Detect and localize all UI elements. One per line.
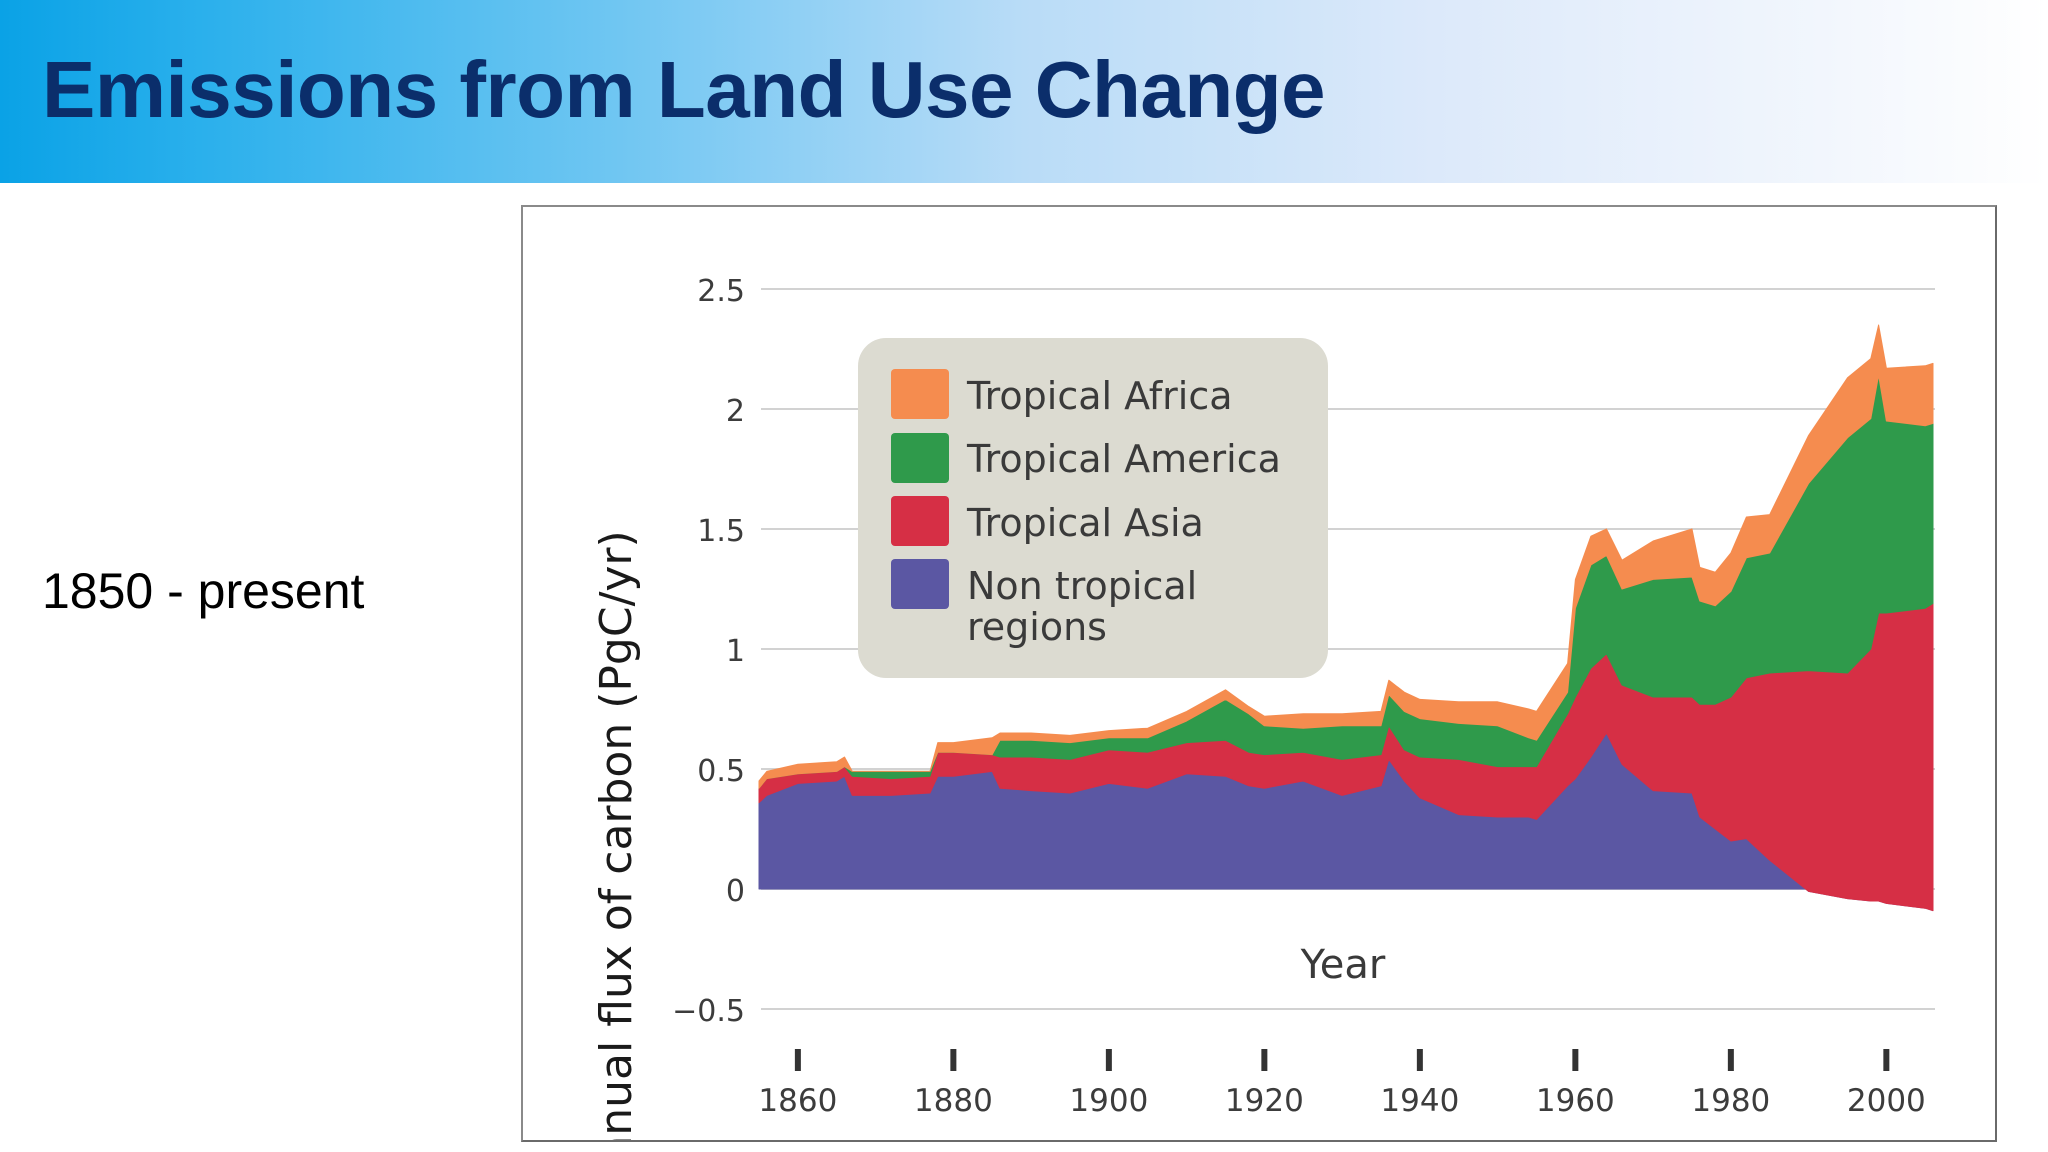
title-bar: Emissions from Land Use Change [0,0,2048,183]
legend-swatch-tropical-africa [891,369,949,419]
x-tick-label: 1980 [1691,1083,1770,1119]
y-tick-label: 2 [726,394,745,429]
x-tick-label: 1860 [758,1083,837,1119]
legend-label-tropical-asia: Tropical Asia [966,501,1204,545]
x-tick-mark [1883,1049,1890,1071]
y-tick-label: 1 [726,634,745,669]
x-tick-mark [1105,1049,1112,1071]
area-series-tropical-africa [758,324,1934,789]
x-tick-mark [1261,1049,1268,1071]
x-tick-mark [950,1049,957,1071]
x-tick-labels: 1860 1880 1900 1920 1940 1960 1980 2000 [758,1049,1926,1119]
slide-title: Emissions from Land Use Change [42,45,1326,134]
y-tick-label: 0.5 [697,754,745,789]
y-tick-labels: −0.5 0 0.5 1 1.5 2 2.5 [672,274,745,1029]
x-tick-label: 2000 [1847,1083,1926,1119]
x-tick-mark [1572,1049,1579,1071]
legend-background [858,338,1328,678]
legend-swatch-tropical-america [891,433,949,483]
x-tick-label: 1960 [1536,1083,1615,1119]
chart-frame: −0.5 0 0.5 1 1.5 2 2.5 1860 1880 1900 1920 1940 196… [521,205,1997,1142]
legend-label-non-tropical-regions-line2: regions [967,605,1107,649]
stacked-area-chart: −0.5 0 0.5 1 1.5 2 2.5 1860 1880 1900 1920 1940 196… [591,274,1935,1140]
y-tick-label: 0 [726,874,745,909]
x-tick-mark [1727,1049,1734,1071]
slide-subtitle: 1850 - present [42,563,365,619]
y-tick-label: 2.5 [697,274,745,309]
legend-label-non-tropical-regions: Non tropical [967,564,1197,608]
x-tick-mark [1416,1049,1423,1071]
legend-swatch-tropical-asia [891,496,949,546]
x-tick-mark [794,1049,801,1071]
x-axis-label: Year [1300,942,1386,988]
y-tick-label: 1.5 [697,514,745,549]
x-tick-label: 1920 [1225,1083,1304,1119]
x-tick-label: 1900 [1069,1083,1148,1119]
chart-legend: Tropical Africa Tropical America Tropica… [858,338,1328,678]
legend-label-tropical-africa: Tropical Africa [966,374,1233,418]
area-layer [758,324,1934,912]
y-axis-label: Annual flux of carbon (PgC/yr) [591,530,642,1140]
legend-label-tropical-america: Tropical America [966,437,1281,481]
y-tick-label: −0.5 [672,994,745,1029]
legend-swatch-non-tropical-regions [891,559,949,609]
x-tick-label: 1880 [914,1083,993,1119]
x-tick-label: 1940 [1380,1083,1459,1119]
